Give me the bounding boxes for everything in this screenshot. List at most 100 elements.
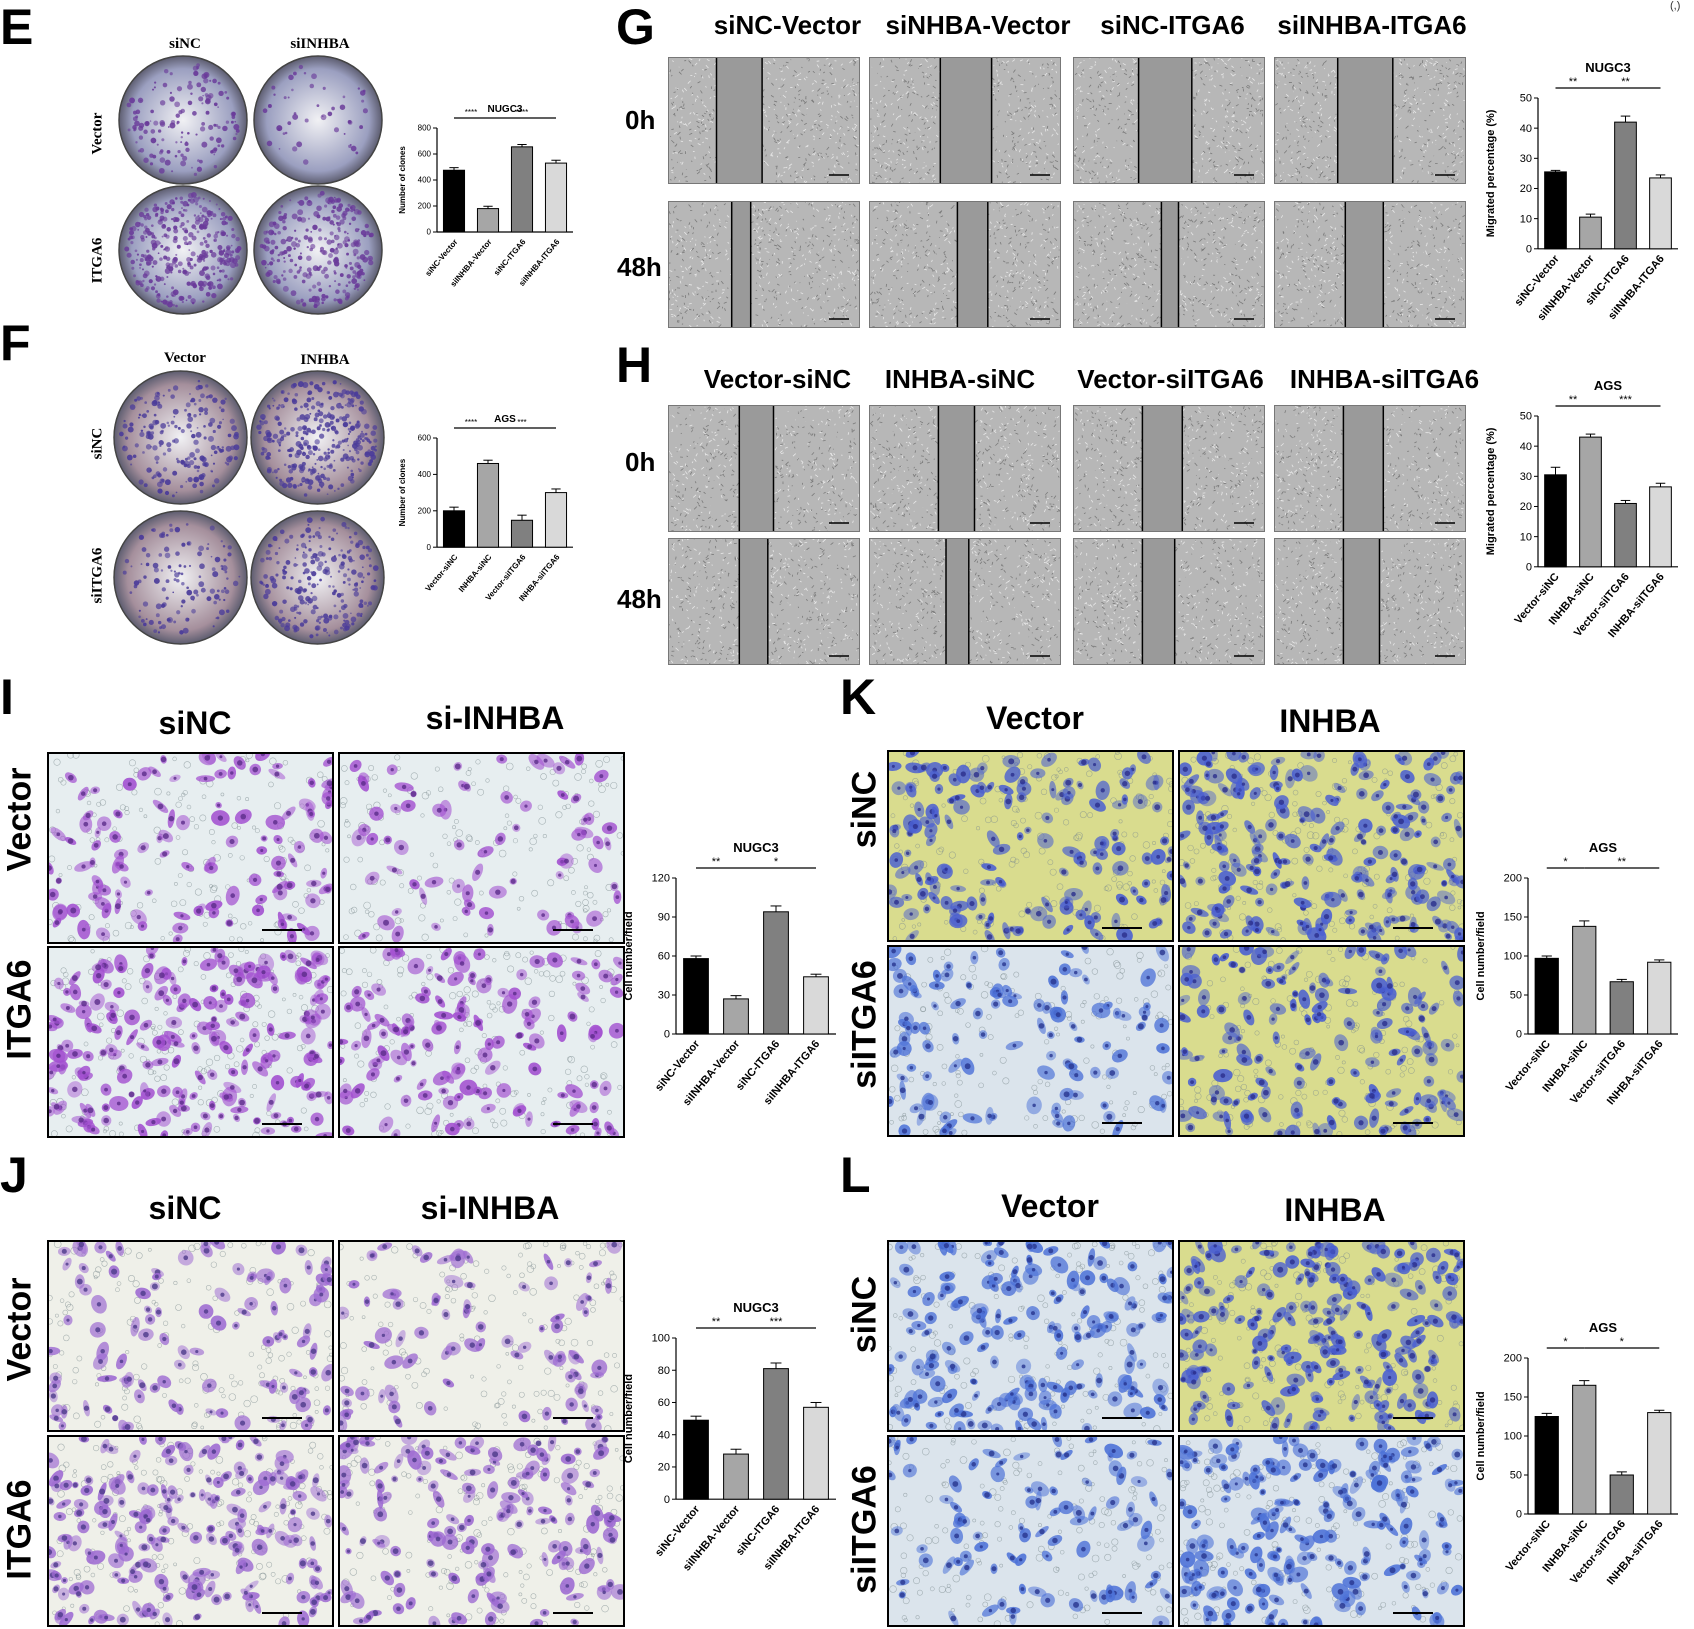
transwell-image xyxy=(338,1435,625,1627)
significance-label: **** xyxy=(516,108,528,117)
panel-letter-h: H xyxy=(616,337,653,393)
significance-label: **** xyxy=(465,418,477,427)
panel-g-col-label-2: siNHBA-Vector xyxy=(885,10,1071,40)
panel-k-row-label-2: siITGA6 xyxy=(845,960,884,1089)
panel-l-row-label-1: siNC xyxy=(845,1275,884,1354)
y-tick-label: 20 xyxy=(1520,183,1532,195)
colony-dish xyxy=(118,185,248,315)
wound-image xyxy=(869,57,1061,184)
bar xyxy=(1572,925,1597,1035)
panel-h-row-label-2: 48h xyxy=(617,584,662,614)
panel-k-row-label-1: siNC xyxy=(845,770,884,849)
panel-j-row-label-2: ITGA6 xyxy=(0,1479,39,1580)
panel-k-col-label-1: Vector xyxy=(986,700,1084,736)
wound-image xyxy=(668,201,860,328)
x-tick-label: INHBA-siNC xyxy=(457,553,494,594)
bar xyxy=(476,208,500,233)
bar xyxy=(510,146,534,233)
panel-l-row-label-2: siITGA6 xyxy=(845,1465,884,1594)
panel-j-col-label-1: siNC xyxy=(148,1190,222,1226)
colony-dish xyxy=(113,370,248,505)
bar xyxy=(442,510,466,548)
wound-image xyxy=(668,538,860,665)
transwell-image xyxy=(1178,750,1465,942)
colony-dish xyxy=(118,55,248,185)
panel-j-row-label-1: Vector xyxy=(0,1277,39,1382)
panel-letter-l: L xyxy=(840,1147,871,1203)
colony-dish xyxy=(253,55,383,185)
significance-label: ** xyxy=(1569,76,1578,88)
transwell-image xyxy=(338,946,625,1138)
panel-letter-k: K xyxy=(840,669,877,725)
significance-label: * xyxy=(1563,1336,1568,1348)
y-tick-label: 100 xyxy=(1504,951,1522,963)
wound-image xyxy=(1274,405,1466,532)
transwell-image xyxy=(47,1435,334,1627)
significance-label: ** xyxy=(712,856,721,868)
y-tick-label: 200 xyxy=(1504,873,1522,885)
y-tick-label: 80 xyxy=(658,1365,670,1377)
significance-label: ** xyxy=(1621,76,1630,88)
panel-f-col-label-1: Vector xyxy=(164,350,206,366)
bar xyxy=(1649,177,1672,250)
panel-i-row-label-1: Vector xyxy=(0,767,39,872)
wound-image xyxy=(869,405,1061,532)
bar xyxy=(1647,961,1672,1035)
bar xyxy=(1609,1474,1634,1515)
wound-image xyxy=(1073,201,1265,328)
y-tick-label: 10 xyxy=(1520,531,1532,543)
significance-label: ** xyxy=(1569,394,1578,406)
significance-label: ** xyxy=(712,1316,721,1328)
significance-label: *** xyxy=(517,418,526,427)
y-axis-label: Number of clones xyxy=(398,146,407,214)
y-tick-label: 0 xyxy=(427,228,432,237)
transwell-image xyxy=(1178,945,1465,1137)
bar xyxy=(1572,1384,1597,1515)
significance-label: *** xyxy=(770,1316,784,1328)
transwell-image xyxy=(887,945,1174,1137)
wound-image xyxy=(1274,538,1466,665)
y-tick-label: 200 xyxy=(1504,1353,1522,1365)
wound-image xyxy=(1073,405,1265,532)
x-tick-label: siNC-Vector xyxy=(423,238,459,279)
bar xyxy=(1647,1412,1672,1515)
bar xyxy=(1649,486,1672,568)
transwell-image xyxy=(1178,1240,1465,1432)
transwell-image xyxy=(338,1240,625,1432)
bar xyxy=(544,492,568,548)
y-tick-label: 90 xyxy=(658,912,670,924)
y-tick-label: 30 xyxy=(1520,153,1532,165)
y-tick-label: 0 xyxy=(664,1494,670,1506)
chart-title: NUGC3 xyxy=(733,1300,779,1315)
wound-image xyxy=(1274,57,1466,184)
bar xyxy=(544,162,568,233)
bar-chart-f: AGS Number of clones 0 200 400 600 Vector-siNC… xyxy=(398,414,573,603)
wound-image xyxy=(668,57,860,184)
bar xyxy=(510,519,534,548)
panel-f-row-label-2: siITGA6 xyxy=(89,547,106,604)
transwell-image xyxy=(47,752,334,944)
colony-dish xyxy=(253,185,383,315)
bar xyxy=(1609,981,1634,1035)
transwell-image xyxy=(1178,1435,1465,1627)
significance-label: ** xyxy=(1617,856,1626,868)
bar xyxy=(1534,957,1559,1035)
panel-g-row-label-2: 48h xyxy=(617,252,662,282)
panel-letter-j: J xyxy=(0,1147,28,1203)
y-tick-label: 30 xyxy=(658,990,670,1002)
y-tick-label: 60 xyxy=(658,951,670,963)
panel-e-row-label-1: Vector xyxy=(89,112,106,155)
colony-dish xyxy=(250,510,385,645)
y-tick-label: 20 xyxy=(658,1462,670,1474)
x-tick-label: Vector-siNC xyxy=(423,553,459,594)
chart-title: AGS xyxy=(1589,1320,1618,1335)
chart-title: AGS xyxy=(1594,378,1623,393)
panel-g-col-label-1: siNC-Vector xyxy=(713,10,862,40)
bar-chart-e: NUGC3 Number of clones 0 200 400 600 800 siNC-V… xyxy=(398,104,573,289)
y-tick-label: 50 xyxy=(1510,1470,1522,1482)
panel-h-col-label-3: Vector-siITGA6 xyxy=(1077,364,1264,394)
y-axis-label: Cell number/field xyxy=(623,911,635,1000)
y-tick-label: 100 xyxy=(652,1333,670,1345)
